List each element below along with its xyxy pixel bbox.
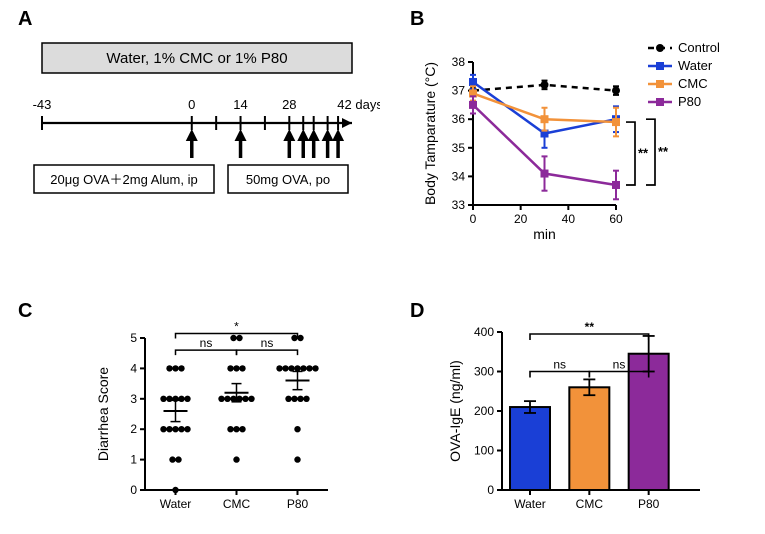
svg-text:34: 34 [452, 169, 466, 183]
banner-text: Water, 1% CMC or 1% P80 [106, 50, 287, 67]
svg-text:4: 4 [130, 361, 137, 375]
svg-text:0: 0 [130, 483, 137, 497]
svg-text:CMC: CMC [576, 497, 604, 511]
panel-label-c: C [18, 300, 32, 323]
svg-text:ns: ns [613, 358, 626, 372]
svg-text:28: 28 [282, 97, 296, 112]
svg-text:CMC: CMC [223, 497, 251, 511]
svg-text:P80: P80 [678, 94, 701, 109]
svg-text:35: 35 [452, 141, 466, 155]
chal-box: 50mg OVA, po [246, 172, 330, 187]
svg-text:0: 0 [470, 212, 477, 226]
figure-root: A B C D Water, 1% CMC or 1% P80-43014284… [0, 0, 765, 534]
svg-text:0: 0 [487, 483, 494, 497]
svg-text:Water: Water [160, 497, 192, 511]
svg-text:ns: ns [200, 336, 213, 350]
svg-text:300: 300 [474, 365, 494, 379]
svg-text:38: 38 [452, 55, 466, 69]
panel-b-svg: 33 34 35 36 37 38 0 20 40 60 min Body Tamparature (… [418, 30, 758, 250]
svg-text:Water: Water [514, 497, 546, 511]
svg-text:5: 5 [130, 331, 137, 345]
svg-text:100: 100 [474, 444, 494, 458]
svg-text:**: ** [585, 320, 595, 334]
svg-text:20: 20 [514, 212, 528, 226]
sens-box: 20μg OVA＋2mg Alum, ip [50, 172, 197, 187]
svg-text:ns: ns [553, 358, 566, 372]
svg-text:P80: P80 [638, 497, 660, 511]
svg-text:400: 400 [474, 325, 494, 339]
svg-text:37: 37 [452, 84, 466, 98]
panel-label-b: B [410, 8, 424, 31]
panel-a-svg: Water, 1% CMC or 1% P80 -43 0 14 28 42 days 20… [30, 38, 380, 213]
svg-text:min: min [533, 226, 556, 242]
svg-text:40: 40 [562, 212, 576, 226]
svg-text:OVA-IgE (ng/ml): OVA-IgE (ng/ml) [447, 360, 463, 462]
svg-text:ns: ns [261, 336, 274, 350]
svg-text:Water: Water [678, 58, 713, 73]
svg-text:Control: Control [678, 40, 720, 55]
panel-label-d: D [410, 300, 424, 323]
svg-text:P80: P80 [287, 497, 309, 511]
svg-text:0: 0 [188, 97, 195, 112]
svg-text:14: 14 [233, 97, 247, 112]
svg-text:33: 33 [452, 198, 466, 212]
panel-c-svg: 0 1 2 3 4 5 Water CMC P80 Diarrhea Score ns ns * [90, 320, 345, 525]
svg-text:60: 60 [609, 212, 623, 226]
svg-text:42 days: 42 days [337, 97, 380, 112]
panel-d-svg: 0 100 200 300 400 Water CMC P80 OVA-IgE (ng/ml) n… [440, 320, 730, 525]
svg-text:*: * [234, 320, 239, 333]
svg-text:1: 1 [130, 453, 137, 467]
svg-text:3: 3 [130, 392, 137, 406]
svg-text:2: 2 [130, 422, 137, 436]
panel-label-a: A [18, 8, 32, 31]
svg-text:Body Tamparature (°C): Body Tamparature (°C) [422, 62, 438, 205]
svg-text:CMC: CMC [678, 76, 708, 91]
svg-text:Diarrhea Score: Diarrhea Score [95, 367, 111, 461]
svg-text:**: ** [638, 146, 649, 161]
svg-text:36: 36 [452, 112, 466, 126]
svg-text:200: 200 [474, 404, 494, 418]
svg-text:-43: -43 [33, 97, 52, 112]
svg-text:**: ** [658, 144, 669, 159]
